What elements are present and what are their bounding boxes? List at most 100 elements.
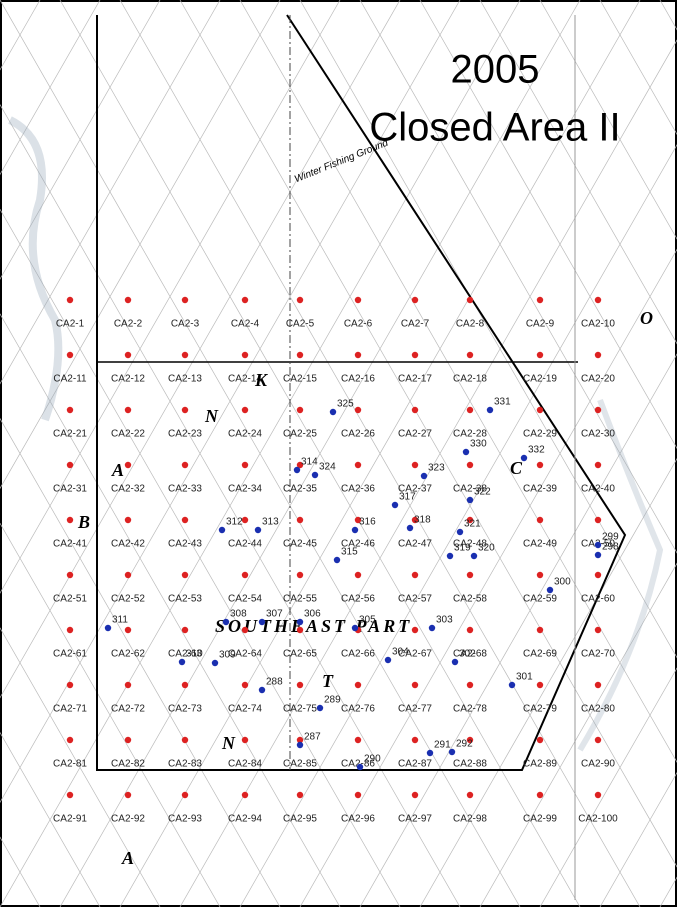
station-dot [66, 406, 74, 414]
station-dot [296, 296, 304, 304]
station-dot [124, 626, 132, 634]
extra-station-label: 323 [428, 463, 445, 474]
station-dot [594, 406, 602, 414]
station-dot [181, 461, 189, 469]
grid-line [59, 0, 581, 907]
station-label: CA2-81 [53, 759, 87, 770]
station-label: CA2-17 [398, 374, 432, 385]
grid-line [239, 144, 677, 907]
station-label: CA2-14 [228, 374, 262, 385]
station-dot [536, 406, 544, 414]
grid-line [419, 458, 677, 907]
station-label: CA2-1 [56, 319, 85, 330]
station-dot [66, 296, 74, 304]
station-dot [411, 351, 419, 359]
station-label: CA2-85 [283, 759, 317, 770]
extra-station-dot [296, 741, 304, 749]
station-dot [594, 736, 602, 744]
station-dot [466, 351, 474, 359]
grid-line [539, 0, 677, 240]
station-dot [354, 571, 362, 579]
grid-line [419, 0, 677, 449]
station-dot [181, 791, 189, 799]
extra-station-label: 313 [262, 517, 279, 528]
station-dot [411, 626, 419, 634]
extra-station-label: 330 [470, 439, 487, 450]
station-dot [536, 626, 544, 634]
station-label: CA2-86 [341, 759, 375, 770]
grid-line [179, 39, 677, 907]
station-label: CA2-8 [456, 319, 485, 330]
annotation-letter: O [640, 308, 653, 328]
station-dot [411, 461, 419, 469]
extra-station-dot [594, 541, 602, 549]
extra-station-label: 314 [301, 457, 318, 468]
extra-station-label: 287 [304, 732, 321, 743]
grid-line [0, 0, 341, 594]
station-dot [241, 461, 249, 469]
title-line: 2005 [451, 48, 540, 92]
station-dot [66, 571, 74, 579]
station-label: CA2-51 [53, 594, 87, 605]
extra-station-dot [406, 524, 414, 532]
station-dot [124, 516, 132, 524]
station-dot [466, 626, 474, 634]
station-label: CA2-64 [228, 649, 262, 660]
station-label: CA2-31 [53, 484, 87, 495]
station-label: CA2-9 [526, 319, 555, 330]
station-label: CA2-24 [228, 429, 262, 440]
station-dot [296, 736, 304, 744]
station-dot [411, 296, 419, 304]
station-dot [354, 681, 362, 689]
station-dot [241, 571, 249, 579]
extra-station-label: 288 [266, 677, 283, 688]
station-dot [296, 461, 304, 469]
station-dot [124, 571, 132, 579]
grid-line [0, 627, 161, 907]
extra-station-dot [356, 763, 364, 771]
grid-line [119, 0, 641, 907]
station-dot [66, 736, 74, 744]
station-dot [124, 351, 132, 359]
station-label: CA2-5 [286, 319, 315, 330]
extra-station-dot [520, 454, 528, 462]
extra-station-label: 291 [434, 740, 451, 751]
station-label: CA2-42 [111, 539, 145, 550]
station-dot [296, 351, 304, 359]
annotation-letter: T [322, 671, 334, 691]
extra-station-label: 325 [337, 399, 354, 410]
station-label: CA2-79 [523, 704, 557, 715]
station-dot [66, 791, 74, 799]
extra-station-dot [486, 406, 494, 414]
extra-station-label: 301 [516, 672, 533, 683]
station-label: CA2-57 [398, 594, 432, 605]
station-dot [241, 681, 249, 689]
extra-station-dot [351, 624, 359, 632]
station-dot [181, 681, 189, 689]
extra-station-dot [333, 556, 341, 564]
station-dot [241, 791, 249, 799]
station-label: CA2-10 [581, 319, 615, 330]
annotation-letter: K [254, 370, 269, 390]
station-dot [181, 296, 189, 304]
extra-station-dot [178, 658, 186, 666]
station-dot [296, 626, 304, 634]
station-label: CA2-36 [341, 484, 375, 495]
station-label: CA2-93 [168, 814, 202, 825]
station-label: CA2-22 [111, 429, 145, 440]
station-label: CA2-98 [453, 814, 487, 825]
station-dot [466, 461, 474, 469]
station-label: CA2-76 [341, 704, 375, 715]
extra-station-dot [316, 704, 324, 712]
station-dot [354, 296, 362, 304]
station-label: CA2-37 [398, 484, 432, 495]
extra-station-label: 290 [364, 754, 381, 765]
station-label: CA2-33 [168, 484, 202, 495]
extra-station-label: 309 [219, 650, 236, 661]
station-label: CA2-25 [283, 429, 317, 440]
station-label: CA2-20 [581, 374, 615, 385]
extra-station-dot [546, 586, 554, 594]
station-dot [354, 791, 362, 799]
extra-station-dot [470, 552, 478, 560]
